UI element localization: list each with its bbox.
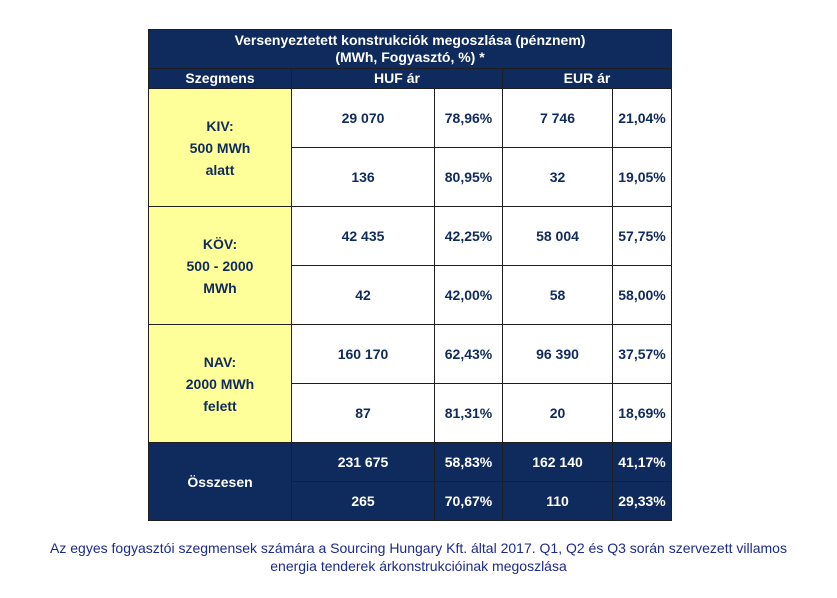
total-row: Összesen 231 675 58,83% 162 140 41,17% [148,442,673,521]
huf-percent-cell: 78,96% [434,88,503,148]
segment-label-kov: KÖV: 500 - 2000 MWh [148,206,292,325]
segment-label-line: 500 - 2000 [186,257,254,274]
segment-label-line: KIV: [206,117,234,134]
segment-label-line: NAV: [203,353,237,370]
total-huf-percent-cell: 70,67% [434,481,503,521]
huf-value-cell: 87 [291,383,435,443]
eur-percent-cell: 57,75% [611,206,673,266]
table-row: KIV: 500 MWh alatt 29 070 78,96% 7 746 2… [148,88,673,207]
huf-percent-cell: 42,25% [434,206,503,266]
huf-percent-cell: 42,00% [434,265,503,325]
table-row: 42 42,00% 58 58,00% [149,265,673,325]
total-row: 265 70,67% 110 29,33% [149,481,673,521]
table-title-line2: (MWh, Fogyasztó, %) * [335,49,485,65]
eur-value-cell: 32 [502,147,613,207]
total-huf-value-cell: 265 [291,481,435,521]
segment-label-line: MWh [203,279,237,296]
eur-percent-cell: 37,57% [611,324,673,384]
total-label: Összesen [148,442,292,521]
eur-percent-cell: 21,04% [611,88,673,148]
eur-value-cell: 58 004 [502,206,613,266]
huf-value-cell: 160 170 [291,324,435,384]
table-row: NAV: 2000 MWh felett 160 170 62,43% 96 3… [148,324,673,443]
caption-line2: energia tenderek árkonstrukcióinak megos… [270,558,567,574]
segment-label-line: KÖV: [202,235,238,252]
segment-label-line: alatt [205,161,235,178]
header-eur-price: EUR ár [501,68,673,89]
huf-percent-cell: 62,43% [434,324,503,384]
header-huf-price: HUF ár [291,68,503,89]
huf-value-cell: 42 [291,265,435,325]
eur-percent-cell: 19,05% [611,147,673,207]
huf-percent-cell: 81,31% [434,383,503,443]
table-title: Versenyeztetett konstrukciók megoszlása … [147,29,673,69]
huf-value-cell: 42 435 [291,206,435,266]
segment-label-line: 500 MWh [189,139,251,156]
segment-label-line: felett [203,397,237,414]
total-huf-percent-cell: 58,83% [434,442,503,482]
total-eur-percent-cell: 41,17% [611,442,673,482]
huf-percent-cell: 80,95% [434,147,503,207]
eur-percent-cell: 18,69% [611,383,673,443]
caption-line1: Az egyes fogyasztói szegmensek számára a… [50,540,787,556]
table-title-line1: Versenyeztetett konstrukciók megoszlása … [234,32,586,48]
eur-value-cell: 96 390 [502,324,613,384]
eur-value-cell: 7 746 [502,88,613,148]
total-huf-value-cell: 231 675 [291,442,435,482]
eur-value-cell: 58 [502,265,613,325]
huf-value-cell: 136 [291,147,435,207]
segment-label-line: 2000 MWh [185,375,255,392]
segment-label-nav: NAV: 2000 MWh felett [148,324,292,443]
total-eur-percent-cell: 29,33% [611,481,673,521]
table-row: 87 81,31% 20 18,69% [149,383,673,443]
table-caption: Az egyes fogyasztói szegmensek számára a… [0,539,837,575]
total-eur-value-cell: 162 140 [502,442,613,482]
total-eur-value-cell: 110 [502,481,613,521]
table-row: 136 80,95% 32 19,05% [149,147,673,207]
eur-percent-cell: 58,00% [611,265,673,325]
huf-value-cell: 29 070 [291,88,435,148]
segment-label-kiv: KIV: 500 MWh alatt [148,88,292,207]
price-construction-table: Versenyeztetett konstrukciók megoszlása … [147,29,673,521]
header-segment: Szegmens [148,68,292,89]
table-row: KÖV: 500 - 2000 MWh 42 435 42,25% 58 004… [148,206,673,325]
eur-value-cell: 20 [502,383,613,443]
